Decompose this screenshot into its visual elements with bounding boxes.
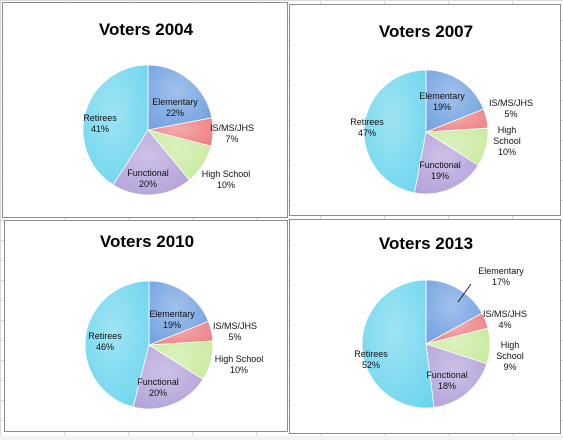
chart-panel-2004[interactable]: Voters 2004 Elementary 22% IS/MS/JHS 7% High …: [2, 2, 288, 218]
slice-label-high-school: High School 10%: [202, 169, 251, 190]
pie-slice-elementary-2004[interactable]: [147, 64, 213, 131]
chart-title: Voters 2013: [379, 234, 473, 253]
pie-slice-functional-2004[interactable]: [112, 129, 190, 196]
slice-label-elementary: Elementary 17%: [478, 266, 524, 287]
slice-label-retirees: Retirees 41%: [83, 113, 117, 134]
slice-label-is-ms-jhs: IS/MS/JHS 5%: [489, 98, 533, 119]
slice-label-is-ms-jhs: IS/MS/JHS 4%: [483, 309, 527, 330]
slice-label-is-ms-jhs: IS/MS/JHS 5%: [213, 321, 257, 342]
pie-slice-retirees-2013[interactable]: [361, 279, 435, 409]
leader-line: [457, 283, 472, 303]
slice-label-elementary: Elementary 22%: [152, 97, 198, 118]
slice-label-retirees: Retirees 46%: [88, 331, 122, 352]
pie-slice-retirees-2004[interactable]: [82, 64, 149, 186]
slice-label-functional: Functional 19%: [419, 160, 461, 181]
pie-slice-elementary-2013[interactable]: [425, 279, 483, 345]
chart-panel-2007[interactable]: Voters 2007 Elementary 19% IS/MS/JHS 5% High S…: [289, 4, 561, 216]
sheet-footer-strip: [0, 436, 563, 440]
slice-label-retirees: Retirees 47%: [350, 117, 384, 138]
chart-panel-2010[interactable]: Voters 2010 Elementary 19% IS/MS/JHS 5% High …: [4, 220, 288, 432]
pie-chart-2007: Voters 2007 Elementary 19% IS/MS/JHS 5% High S…: [350, 22, 533, 195]
slice-label-high-school: High School 10%: [493, 125, 521, 157]
pie-chart-2013: Voters 2013 Elementary 17% IS/MS/JHS 4% High S…: [354, 234, 527, 409]
slice-label-elementary: Elementary 19%: [419, 91, 465, 112]
slice-label-functional: Functional 20%: [127, 168, 169, 189]
chart-title: Voters 2010: [100, 232, 194, 251]
pie-slice-retirees-2010[interactable]: [84, 280, 150, 408]
pie-slice-functional-2013[interactable]: [425, 343, 488, 408]
slice-label-functional: Functional 18%: [426, 370, 468, 391]
slice-label-elementary: Elementary 19%: [149, 309, 195, 330]
pie-slice-elementary-2007[interactable]: [425, 69, 485, 133]
slice-label-high-school: High School 9%: [496, 340, 524, 372]
slice-label-functional: Functional 20%: [137, 377, 179, 398]
slice-label-high-school: High School 10%: [215, 354, 264, 375]
chart-title: Voters 2004: [99, 20, 194, 39]
pie-slice-functional-2007[interactable]: [413, 131, 479, 195]
pie-slice-elementary-2010[interactable]: [148, 280, 210, 346]
chart-panel-2013[interactable]: Voters 2013 Elementary 17% IS/MS/JHS 4% High S…: [289, 219, 561, 434]
pie-slice-functional-2010[interactable]: [132, 344, 204, 410]
pie-chart-2010: Voters 2010 Elementary 19% IS/MS/JHS 5% High …: [84, 232, 264, 410]
pie-slice-retirees-2007[interactable]: [363, 69, 427, 194]
chart-title: Voters 2007: [379, 22, 473, 41]
slice-label-is-ms-jhs: IS/MS/JHS 7%: [210, 123, 254, 144]
slice-label-retirees: Retirees 52%: [354, 349, 388, 370]
pie-chart-2004: Voters 2004 Elementary 22% IS/MS/JHS 7% High …: [82, 20, 254, 196]
